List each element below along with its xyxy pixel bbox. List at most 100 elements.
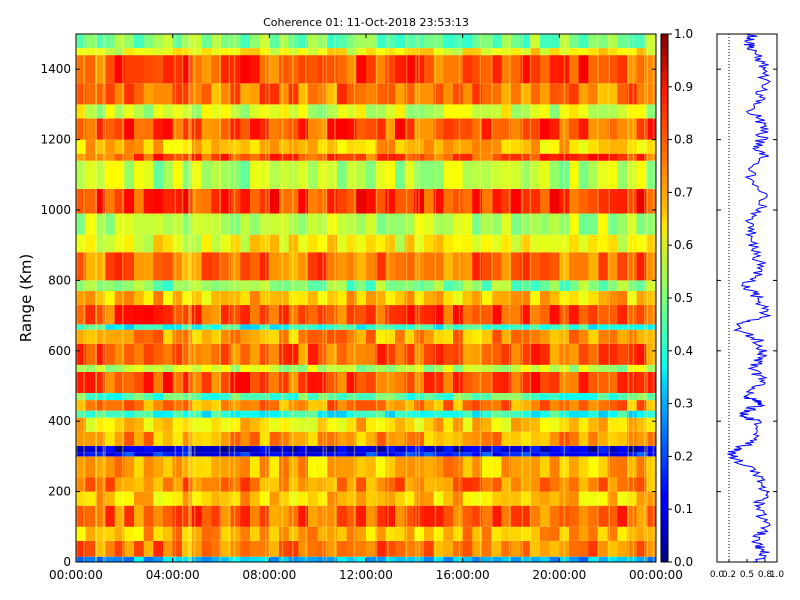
heatmap-cell bbox=[153, 393, 164, 401]
heatmap-cell bbox=[192, 400, 203, 411]
y-tick-label: 1200 bbox=[40, 133, 71, 147]
heatmap-cell bbox=[221, 252, 232, 281]
heatmap-cell bbox=[250, 305, 261, 325]
heatmap-cell bbox=[221, 48, 232, 56]
heatmap-cell bbox=[559, 456, 570, 478]
heatmap-cell bbox=[607, 83, 618, 105]
heatmap-cell bbox=[569, 34, 580, 49]
heatmap-cell bbox=[491, 280, 502, 291]
heatmap-cell bbox=[134, 540, 145, 557]
heatmap-streak bbox=[652, 34, 655, 562]
heatmap-cell bbox=[221, 556, 232, 562]
heatmap-cell bbox=[366, 234, 377, 253]
heatmap-cell bbox=[250, 329, 261, 344]
heatmap-cell bbox=[569, 410, 580, 418]
heatmap-cell bbox=[298, 456, 309, 478]
heatmap-cell bbox=[356, 188, 367, 214]
heatmap-cell bbox=[472, 431, 483, 446]
heatmap-cell bbox=[317, 290, 328, 306]
heatmap-cell bbox=[192, 234, 203, 253]
heatmap-cell bbox=[153, 417, 164, 432]
heatmap-cell bbox=[269, 477, 280, 492]
heatmap-cell bbox=[588, 452, 599, 457]
heatmap-cell bbox=[404, 505, 415, 527]
heatmap-cell bbox=[385, 324, 396, 330]
heatmap-cell bbox=[317, 139, 328, 154]
heatmap-cell bbox=[288, 456, 299, 478]
heatmap-cell bbox=[153, 491, 164, 506]
heatmap-cell bbox=[143, 329, 154, 344]
heatmap-cell bbox=[646, 452, 656, 457]
heatmap-cell bbox=[511, 280, 522, 291]
heatmap-cell bbox=[172, 526, 183, 541]
heatmap-cell bbox=[520, 491, 531, 506]
heatmap-cell bbox=[269, 393, 280, 401]
heatmap-cell bbox=[134, 526, 145, 541]
heatmap-cell bbox=[588, 505, 599, 527]
heatmap-cell bbox=[250, 213, 261, 235]
heatmap-streak bbox=[228, 34, 231, 562]
heatmap-cell bbox=[462, 104, 473, 119]
heatmap-cell bbox=[114, 290, 125, 306]
heatmap-cell bbox=[327, 393, 338, 401]
heatmap-cell bbox=[482, 445, 493, 453]
heatmap-cell bbox=[172, 505, 183, 527]
heatmap-cell bbox=[462, 324, 473, 330]
heatmap-cell bbox=[578, 452, 589, 457]
heatmap-cell bbox=[472, 491, 483, 506]
heatmap-cell bbox=[443, 139, 454, 154]
heatmap-cell bbox=[453, 104, 464, 119]
heatmap-cell bbox=[414, 188, 425, 214]
heatmap-cell bbox=[433, 55, 444, 84]
heatmap-cell bbox=[501, 477, 512, 492]
heatmap-cell bbox=[453, 343, 464, 365]
heatmap-cell bbox=[540, 431, 551, 446]
heatmap-cell bbox=[443, 400, 454, 411]
heatmap-cell bbox=[588, 290, 599, 306]
heatmap-cell bbox=[95, 452, 106, 457]
heatmap-cell bbox=[511, 153, 522, 161]
heatmap-cell bbox=[327, 410, 338, 418]
heatmap-cell bbox=[259, 55, 270, 84]
heatmap-cell bbox=[317, 160, 328, 189]
heatmap-cell bbox=[124, 290, 135, 306]
heatmap-cell bbox=[617, 452, 628, 457]
heatmap-cell bbox=[530, 452, 541, 457]
heatmap-cell bbox=[443, 540, 454, 557]
heatmap-cell bbox=[443, 55, 454, 84]
heatmap-cell bbox=[76, 364, 87, 372]
heatmap-cell bbox=[153, 364, 164, 372]
heatmap-cell bbox=[375, 526, 386, 541]
heatmap-cell bbox=[259, 505, 270, 527]
heatmap-cell bbox=[424, 234, 435, 253]
heatmap-cell bbox=[95, 34, 106, 49]
heatmap-cell bbox=[346, 324, 357, 330]
heatmap-cell bbox=[269, 104, 280, 119]
heatmap-cell bbox=[385, 55, 396, 84]
heatmap-cell bbox=[462, 400, 473, 411]
heatmap-cell bbox=[192, 83, 203, 105]
heatmap-cell bbox=[95, 491, 106, 506]
heatmap-cell bbox=[211, 213, 222, 235]
heatmap-cell bbox=[114, 452, 125, 457]
heatmap-cell bbox=[646, 280, 656, 291]
heatmap-cell bbox=[549, 324, 560, 330]
heatmap-cell bbox=[172, 410, 183, 418]
heatmap-cell bbox=[259, 234, 270, 253]
heatmap-cell bbox=[482, 477, 493, 492]
heatmap-cell bbox=[153, 526, 164, 541]
heatmap-cell bbox=[549, 252, 560, 281]
heatmap-cell bbox=[569, 526, 580, 541]
heatmap-cell bbox=[327, 34, 338, 49]
heatmap-cell bbox=[240, 452, 251, 457]
heatmap-cell bbox=[366, 118, 377, 140]
heatmap-cell bbox=[627, 104, 638, 119]
heatmap-cell bbox=[598, 324, 609, 330]
heatmap-cell bbox=[501, 118, 512, 140]
heatmap-cell bbox=[627, 34, 638, 49]
heatmap-cell bbox=[327, 540, 338, 557]
heatmap-cell bbox=[182, 34, 193, 49]
heatmap-cell bbox=[346, 371, 357, 394]
heatmap-cell bbox=[462, 48, 473, 56]
heatmap-cell bbox=[182, 417, 193, 432]
